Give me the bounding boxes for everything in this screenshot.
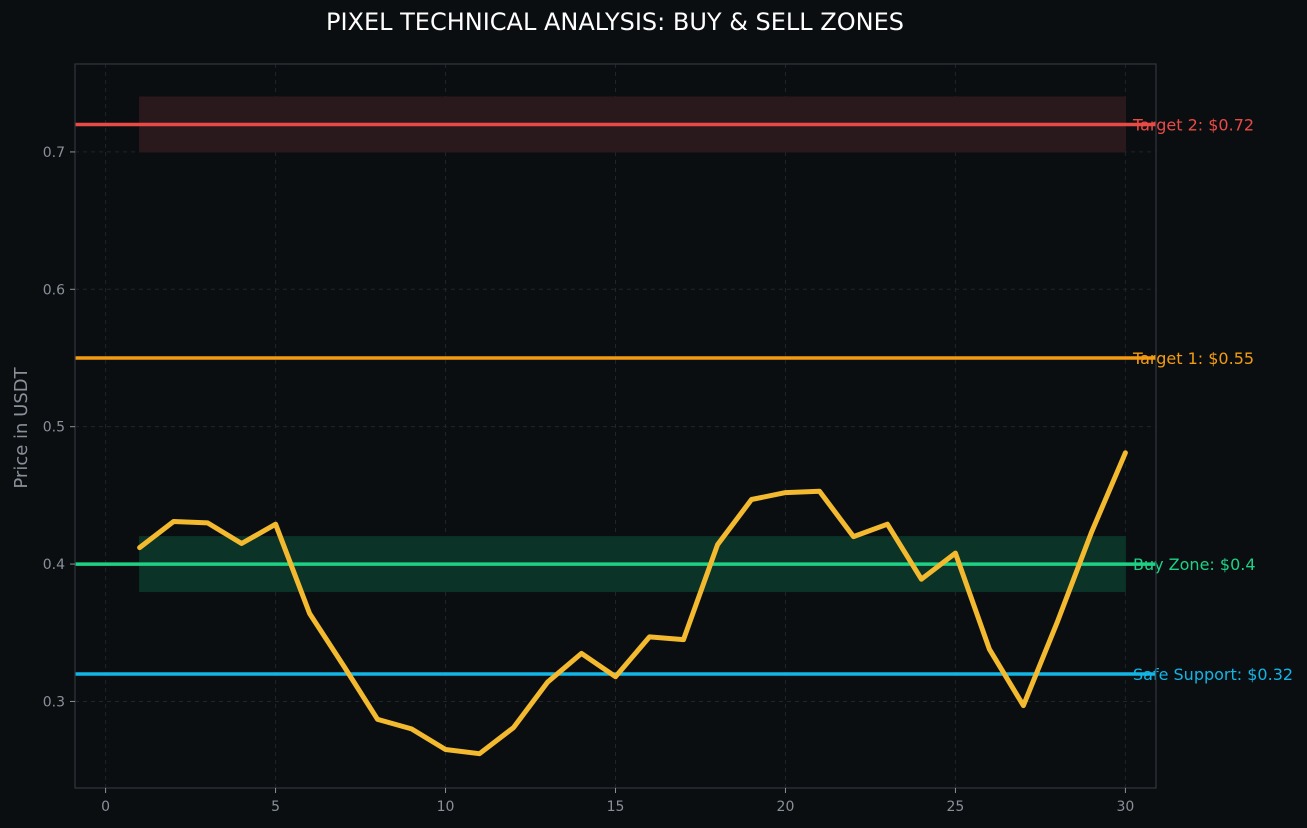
plot-area: Target 2: $0.72 Target 1: $0.55 Buy Zone: … [43, 63, 1293, 815]
price-line [137, 450, 1128, 757]
x-tick-label: 20 [777, 799, 795, 815]
y-tick-label: 0.6 [43, 282, 65, 298]
x-tick-label: 30 [1116, 799, 1134, 815]
level-label: Target 1: $0.55 [1132, 349, 1254, 368]
x-tick-label: 10 [437, 799, 455, 815]
x-tick-label: 25 [947, 799, 965, 815]
level-label: Buy Zone: $0.4 [1133, 555, 1256, 574]
x-tick-label: 0 [101, 799, 110, 815]
level-label: Target 2: $0.72 [1132, 115, 1254, 134]
y-tick-label: 0.5 [43, 420, 65, 436]
y-axis-label: Price in USDT [11, 366, 32, 488]
y-tick-label: 0.7 [43, 145, 65, 161]
y-tick-label: 0.4 [43, 557, 65, 573]
x-tick-label: 15 [607, 799, 625, 815]
level-label: Safe Support: $0.32 [1133, 665, 1293, 684]
chart-title: PIXEL TECHNICAL ANALYSIS: BUY & SELL ZON… [326, 8, 904, 36]
y-tick-label: 0.3 [43, 694, 65, 710]
x-tick-label: 5 [271, 799, 280, 815]
